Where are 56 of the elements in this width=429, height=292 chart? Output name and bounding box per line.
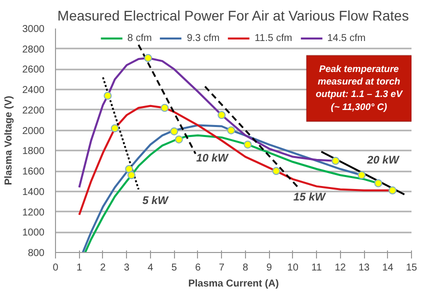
y-tick-label: 1000: [22, 228, 45, 239]
point: [125, 165, 134, 173]
x-tick-label: 0: [52, 262, 59, 274]
point: [272, 167, 280, 176]
chart-title: Measured Electrical Power For Air at Various Flow Rates: [57, 8, 409, 24]
legend-label: 14.5 cfm: [327, 32, 366, 44]
x-tick-label: 7: [218, 262, 225, 274]
y-axis-title: Plasma Voltage (V): [3, 96, 14, 186]
point: [104, 92, 112, 100]
point: [388, 186, 397, 194]
y-tick-label: 800: [28, 248, 45, 259]
y-tick-label: 2000: [22, 126, 45, 137]
y-tick-label: 1800: [22, 146, 45, 158]
annotation: 15 kW: [293, 192, 327, 204]
legend-label: 11.5 cfm: [254, 32, 292, 44]
legend-label: 9.3 cfm: [186, 32, 220, 44]
y-tick-label: 2600: [22, 64, 45, 76]
point: [227, 126, 236, 134]
x-tick-label: 1: [76, 262, 82, 274]
x-tick-label: 10: [287, 262, 299, 274]
y-tick-label: 1600: [22, 166, 45, 178]
x-tick-label: 4: [148, 262, 154, 274]
point: [144, 54, 152, 62]
x-tick-label: 6: [195, 262, 202, 274]
point: [160, 104, 169, 112]
x-tick-label: 13: [358, 262, 370, 274]
x-tick-label: 15: [406, 262, 418, 274]
x-axis-title: Plasma Current (A): [188, 278, 279, 290]
y-tick-label: 2200: [22, 105, 45, 116]
annotation: 5 kW: [142, 194, 170, 207]
y-tick-label: 2800: [22, 44, 45, 56]
point: [174, 135, 183, 144]
x-tick-label: 14: [382, 262, 394, 274]
y-tick-label: 3000: [22, 24, 45, 35]
x-tick-label: 3: [124, 262, 130, 274]
point: [332, 156, 340, 165]
legend-label: 8 cfm: [127, 32, 152, 44]
y-tick-label: 1200: [22, 207, 45, 218]
point: [218, 111, 226, 120]
x-tick-label: 11: [311, 262, 322, 274]
annotation: Peak temperature measured at torch output: 1.1 – 1.3 eV (~ 11,300° C): [316, 64, 403, 113]
point: [170, 127, 178, 136]
x-tick-label: 5: [171, 262, 178, 274]
x-tick-label: 12: [334, 262, 346, 274]
annotation: 10 kW: [196, 152, 230, 164]
point: [374, 179, 382, 188]
point: [358, 171, 366, 180]
annotation: 20 kW: [366, 154, 401, 167]
point: [244, 140, 252, 149]
x-tick-label: 2: [100, 262, 106, 274]
point: [127, 171, 136, 180]
y-tick-label: 2400: [22, 85, 45, 96]
point: [110, 124, 119, 132]
y-tick-label: 1400: [22, 186, 45, 198]
x-tick-label: 9: [266, 262, 272, 274]
x-tick-label: 8: [242, 262, 249, 274]
